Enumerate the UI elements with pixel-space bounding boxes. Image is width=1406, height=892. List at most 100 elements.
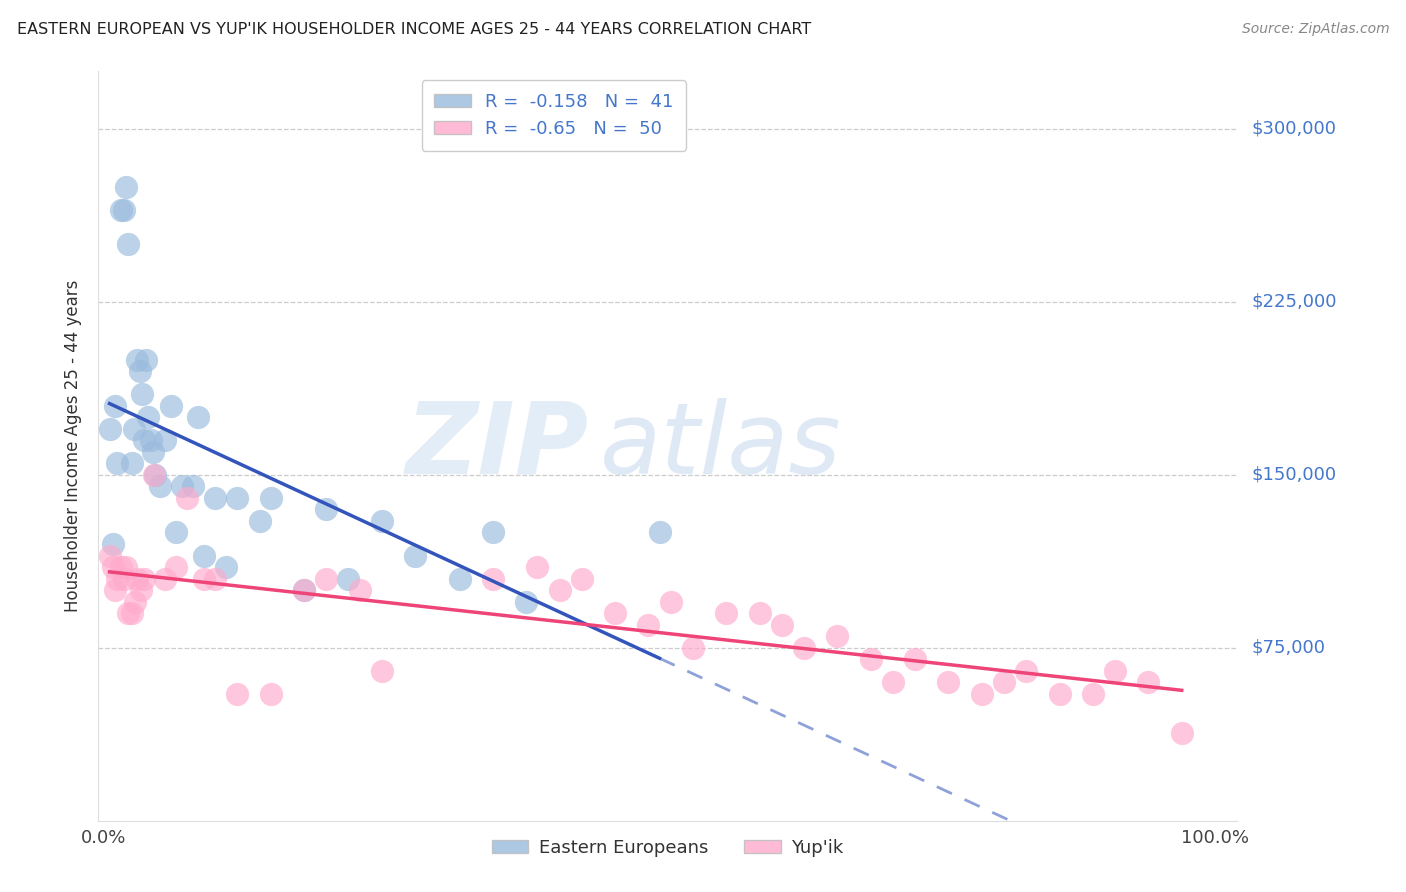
Point [153,572,176,586]
Point [648,525,671,540]
Point [993,675,1015,690]
Point [292,583,315,598]
Point [101,560,124,574]
Point [117,237,139,252]
Text: ZIP: ZIP [405,398,588,494]
Text: atlas: atlas [599,398,841,494]
Text: Source: ZipAtlas.com: Source: ZipAtlas.com [1241,22,1389,37]
Point [138,410,160,425]
Point [938,675,960,690]
Point [105,572,128,586]
Point [449,572,471,586]
Point [135,352,157,367]
Point [110,202,132,217]
Point [98,549,121,563]
Point [482,525,505,540]
Point [170,479,193,493]
Point [404,549,426,563]
Point [882,675,904,690]
Point [148,479,170,493]
Point [748,606,770,620]
Point [349,583,371,598]
Point [515,594,537,608]
Point [132,434,155,448]
Point [127,352,149,367]
Point [153,434,176,448]
Point [181,479,204,493]
Point [526,560,548,574]
Point [121,606,143,620]
Point [112,202,135,217]
Point [770,617,793,632]
Point [637,617,659,632]
Point [159,399,181,413]
Point [1081,687,1104,701]
Point [142,444,165,458]
Point [104,399,127,413]
Point [292,583,315,598]
Text: $75,000: $75,000 [1251,639,1326,657]
Legend: Eastern Europeans, Yup'ik: Eastern Europeans, Yup'ik [485,831,851,864]
Point [122,422,145,436]
Text: EASTERN EUROPEAN VS YUP'IK HOUSEHOLDER INCOME AGES 25 - 44 YEARS CORRELATION CHA: EASTERN EUROPEAN VS YUP'IK HOUSEHOLDER I… [17,22,811,37]
Point [337,572,360,586]
Point [1015,664,1038,678]
Point [129,583,152,598]
Point [193,549,215,563]
Point [259,491,281,505]
Point [1049,687,1071,701]
Point [714,606,737,620]
Text: $300,000: $300,000 [1251,120,1336,138]
Point [215,560,238,574]
Point [139,434,162,448]
Point [603,606,626,620]
Text: $225,000: $225,000 [1251,293,1337,311]
Point [112,572,135,586]
Y-axis label: Householder Income Ages 25 - 44 years: Householder Income Ages 25 - 44 years [65,280,83,612]
Point [970,687,993,701]
Point [124,594,146,608]
Point [315,572,337,586]
Point [193,572,215,586]
Point [371,514,394,528]
Text: $150,000: $150,000 [1251,466,1336,483]
Point [104,583,127,598]
Point [682,640,704,655]
Point [904,652,927,666]
Point [793,640,815,655]
Point [226,687,249,701]
Point [859,652,882,666]
Point [187,410,209,425]
Point [105,456,128,470]
Point [101,537,124,551]
Point [827,629,849,643]
Point [115,560,138,574]
Point [117,606,139,620]
Point [659,594,682,608]
Point [98,422,121,436]
Point [127,572,149,586]
Point [571,572,593,586]
Point [143,467,166,482]
Point [548,583,571,598]
Point [315,502,337,516]
Point [204,491,226,505]
Point [165,560,187,574]
Point [1104,664,1126,678]
Point [115,179,138,194]
Point [1170,726,1192,740]
Point [482,572,505,586]
Point [204,572,226,586]
Point [249,514,271,528]
Point [1137,675,1160,690]
Point [226,491,249,505]
Point [371,664,394,678]
Point [176,491,198,505]
Point [121,456,143,470]
Point [132,572,155,586]
Point [110,560,132,574]
Point [143,467,166,482]
Point [259,687,281,701]
Point [131,387,153,401]
Point [165,525,187,540]
